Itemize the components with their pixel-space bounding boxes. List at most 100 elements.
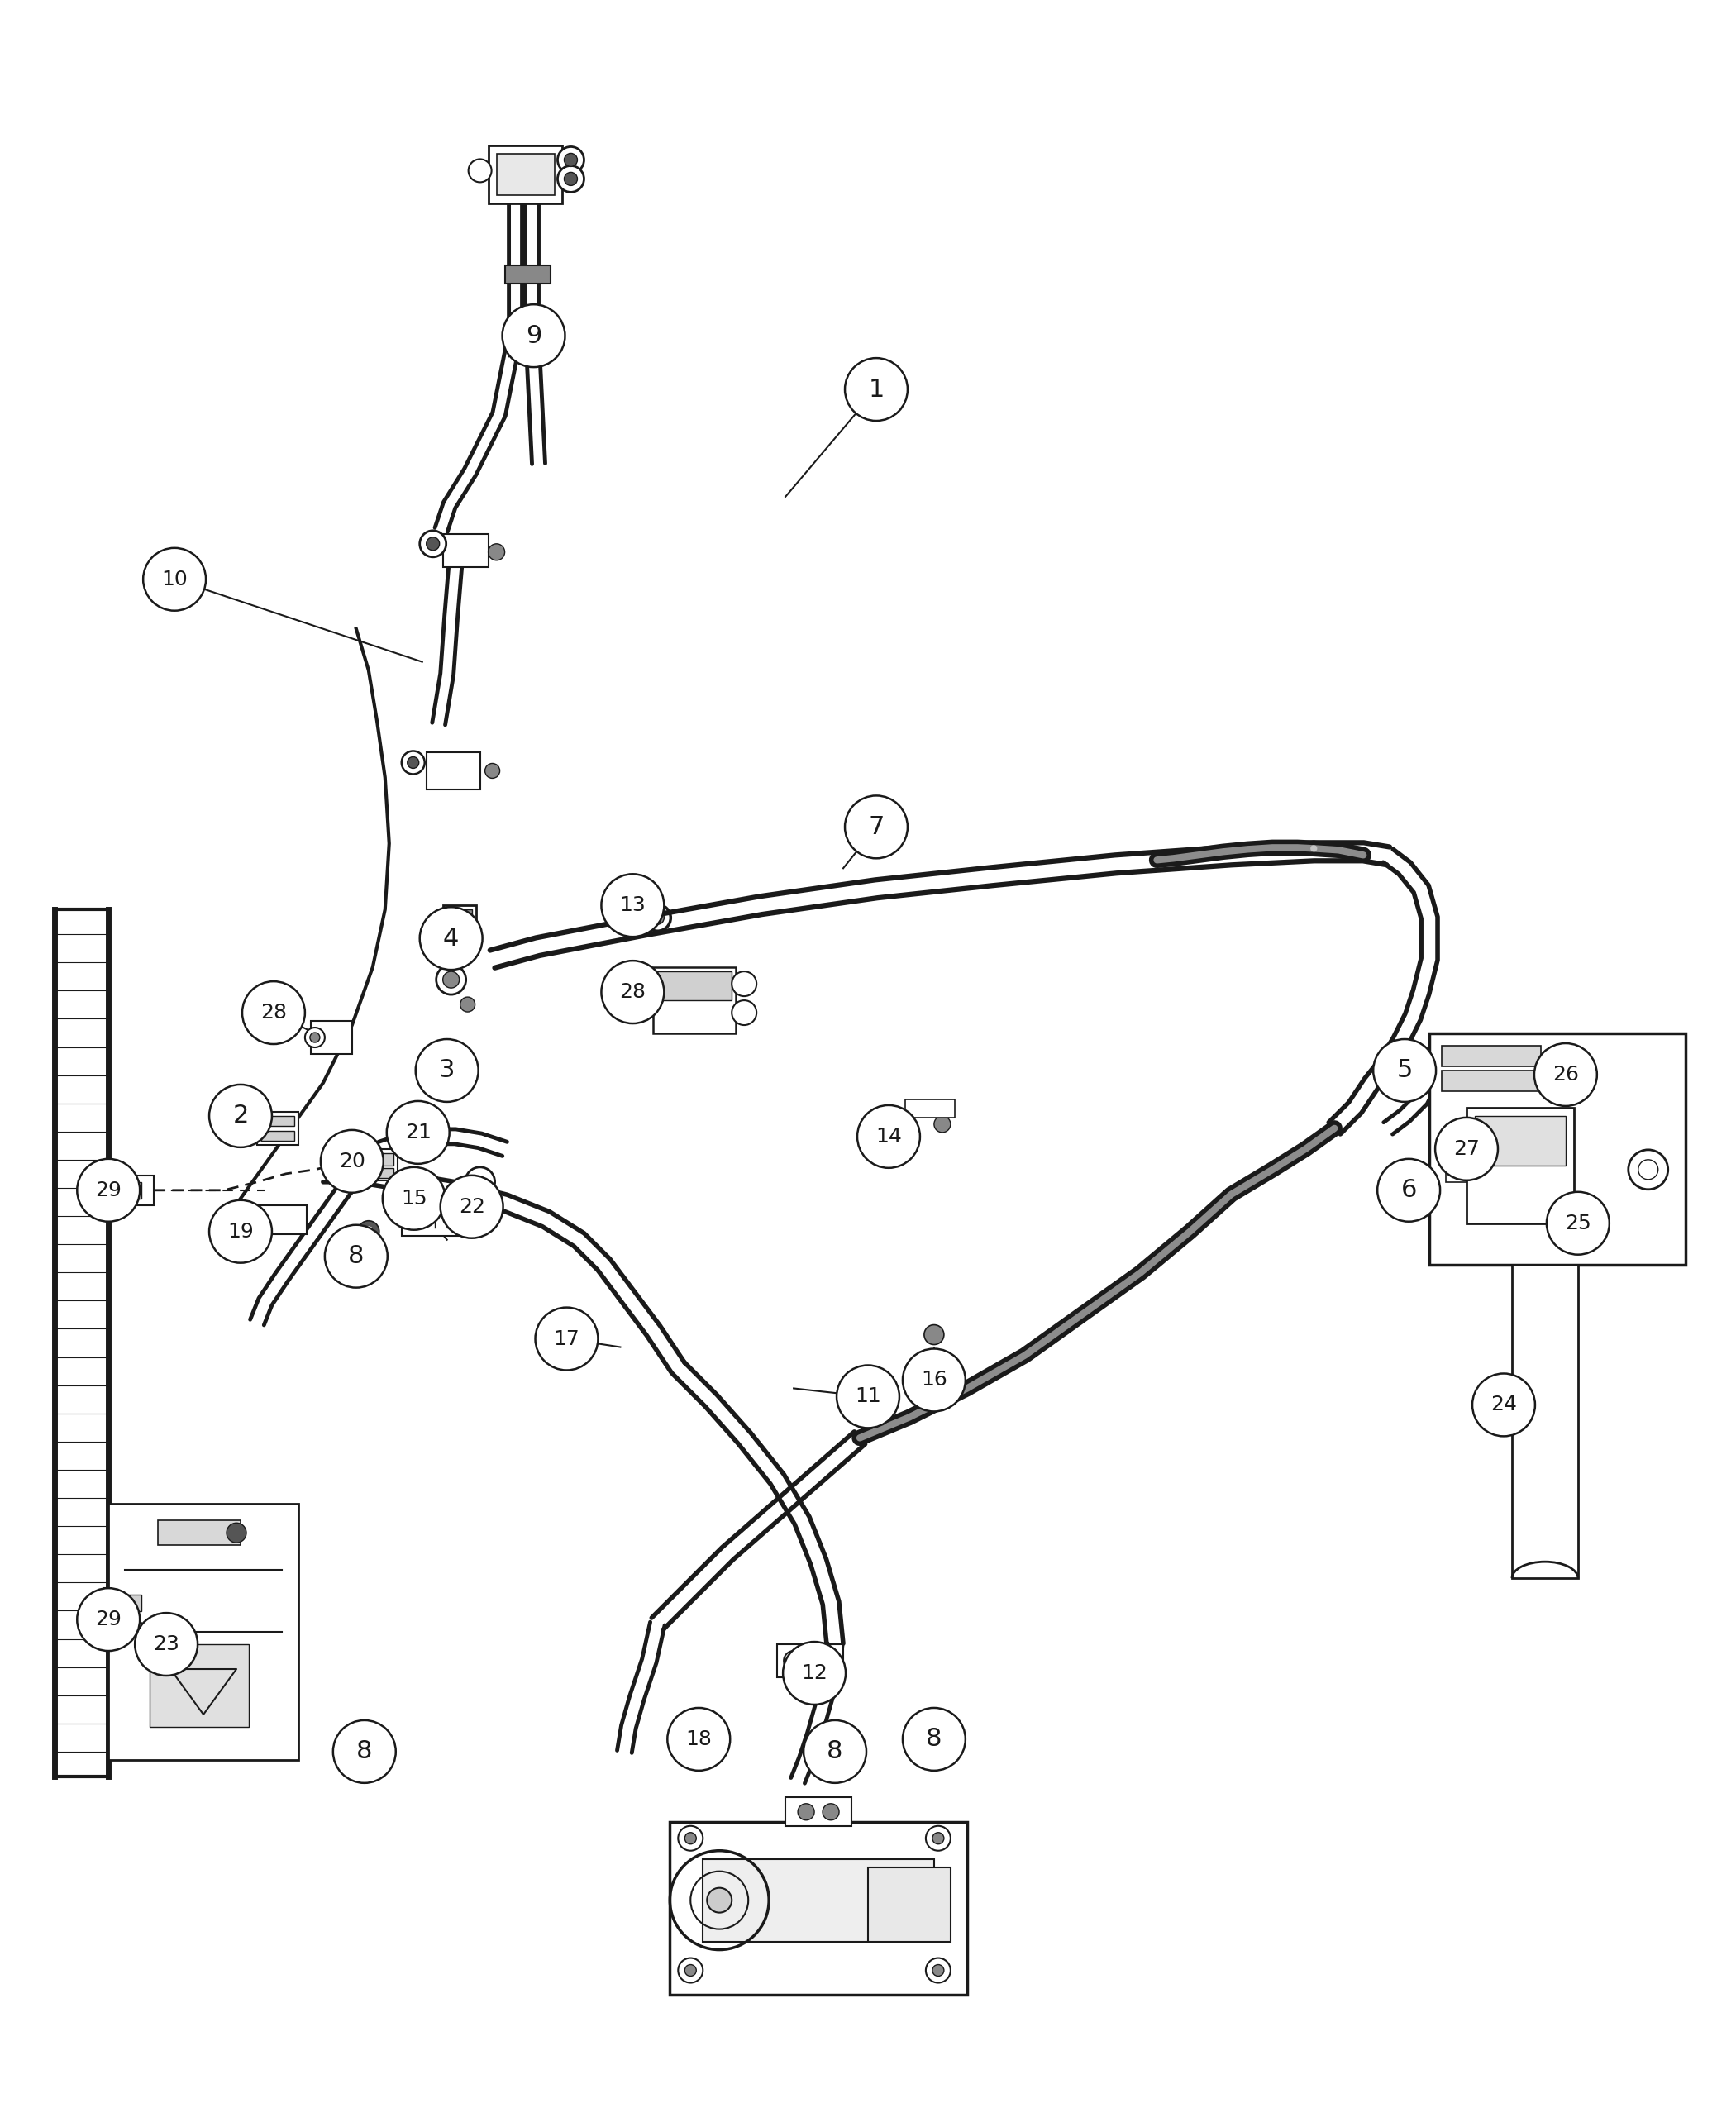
Text: 28: 28 [260, 1003, 286, 1022]
Bar [104, 1587, 155, 1617]
Circle shape [488, 544, 505, 561]
Text: 22: 22 [458, 1197, 484, 1216]
Text: 4: 4 [443, 925, 458, 951]
Circle shape [363, 1227, 373, 1237]
Circle shape [460, 997, 476, 1012]
Circle shape [436, 965, 465, 995]
Circle shape [932, 1832, 944, 1844]
Circle shape [557, 148, 583, 173]
Bar [108, 1503, 299, 1760]
Circle shape [311, 1033, 319, 1043]
Circle shape [826, 1731, 835, 1739]
Circle shape [924, 1324, 944, 1345]
Text: 5: 5 [1397, 1058, 1413, 1084]
Bar [401, 1199, 460, 1235]
Circle shape [1373, 1039, 1436, 1102]
Circle shape [76, 1159, 141, 1223]
Circle shape [441, 1176, 503, 1237]
Text: 8: 8 [349, 1244, 365, 1269]
Circle shape [1401, 1062, 1425, 1086]
Circle shape [401, 750, 425, 774]
Circle shape [934, 1115, 951, 1132]
Circle shape [1547, 1191, 1609, 1254]
Text: 17: 17 [554, 1328, 580, 1349]
Bar [904, 1100, 955, 1117]
Bar [365, 1153, 394, 1166]
Text: 15: 15 [401, 1189, 427, 1208]
Circle shape [733, 972, 757, 997]
Bar [443, 533, 488, 567]
Text: 16: 16 [920, 1370, 948, 1389]
Circle shape [837, 1366, 899, 1427]
Bar [785, 1796, 851, 1826]
Circle shape [601, 961, 665, 1024]
Circle shape [387, 1100, 450, 1164]
Bar [427, 753, 479, 790]
Text: 11: 11 [854, 1387, 882, 1406]
Bar [703, 1859, 934, 1941]
Circle shape [845, 358, 908, 422]
Text: 18: 18 [686, 1729, 712, 1750]
Bar [365, 1168, 394, 1178]
Text: 7: 7 [868, 816, 884, 839]
Circle shape [76, 1587, 141, 1651]
Circle shape [443, 972, 460, 989]
Circle shape [679, 1958, 703, 1984]
Bar [122, 1596, 142, 1611]
Circle shape [1408, 1069, 1418, 1081]
Circle shape [557, 167, 583, 192]
Bar [496, 154, 554, 196]
Bar [257, 1111, 299, 1145]
Circle shape [903, 1707, 965, 1771]
Circle shape [420, 531, 446, 557]
Text: 21: 21 [404, 1121, 431, 1143]
Bar [149, 1644, 248, 1726]
Circle shape [684, 1965, 696, 1975]
Circle shape [321, 1130, 384, 1193]
Bar [505, 266, 550, 285]
Circle shape [925, 1826, 951, 1851]
Text: 3: 3 [439, 1058, 455, 1084]
Circle shape [226, 1522, 247, 1543]
Text: 27: 27 [1453, 1138, 1479, 1159]
Circle shape [903, 1349, 965, 1412]
Text: 24: 24 [1491, 1395, 1517, 1414]
Circle shape [858, 1105, 920, 1168]
Circle shape [707, 1889, 733, 1912]
Bar [488, 145, 562, 204]
Circle shape [715, 1731, 724, 1739]
Circle shape [382, 1168, 446, 1229]
Bar [1429, 1033, 1686, 1265]
Bar [653, 968, 736, 1033]
Circle shape [484, 763, 500, 778]
Text: 12: 12 [800, 1663, 828, 1682]
Circle shape [210, 1084, 273, 1147]
Circle shape [325, 1225, 387, 1288]
Bar [1476, 1115, 1566, 1166]
Circle shape [1377, 1159, 1441, 1223]
Circle shape [932, 1965, 944, 1975]
Circle shape [420, 906, 483, 970]
Circle shape [415, 1039, 479, 1102]
Circle shape [306, 1027, 325, 1048]
Circle shape [564, 154, 578, 167]
Circle shape [804, 1720, 866, 1783]
Text: 14: 14 [875, 1126, 901, 1147]
Circle shape [684, 1832, 696, 1844]
Circle shape [358, 1221, 378, 1242]
Circle shape [1403, 1168, 1424, 1187]
Circle shape [679, 1826, 703, 1851]
Bar [104, 1176, 155, 1206]
Circle shape [917, 1722, 927, 1733]
Bar [443, 906, 476, 951]
Bar [311, 1020, 352, 1054]
Text: 23: 23 [153, 1634, 179, 1655]
Circle shape [333, 1720, 396, 1783]
Bar [122, 1183, 142, 1199]
Bar [260, 1130, 293, 1140]
Circle shape [667, 1707, 731, 1771]
Circle shape [819, 1724, 842, 1745]
Circle shape [700, 1724, 715, 1739]
Text: 13: 13 [620, 896, 646, 915]
Bar [1512, 1265, 1578, 1579]
